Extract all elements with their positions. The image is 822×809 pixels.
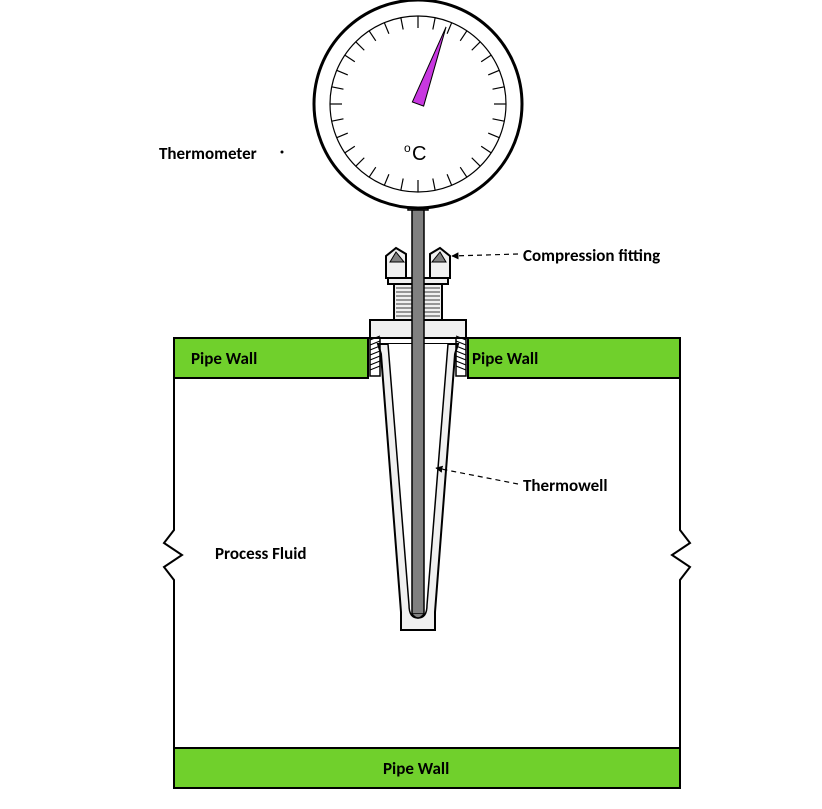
leader-thermowell	[436, 468, 518, 484]
pipe-right-wall	[672, 378, 690, 748]
compression-fitting-label: Compression fitting	[523, 245, 660, 266]
process-fluid-label: Process Fluid	[215, 543, 307, 564]
thermowell-diagram: oC	[0, 0, 822, 804]
thermowell-label: Thermowell	[523, 475, 608, 496]
pipe-wall-bottom-label: Pipe Wall	[383, 758, 449, 779]
gauge-degree-symbol: o	[404, 141, 411, 155]
pipe-left-wall	[164, 378, 182, 748]
pipe-wall-right-label: Pipe Wall	[472, 348, 538, 369]
thermometer-stem	[412, 202, 424, 614]
pipe-wall-left-label: Pipe Wall	[191, 348, 257, 369]
gauge-unit: C	[412, 143, 426, 165]
thermometer-label: Thermometer	[159, 143, 257, 164]
leader-compression	[452, 254, 518, 256]
